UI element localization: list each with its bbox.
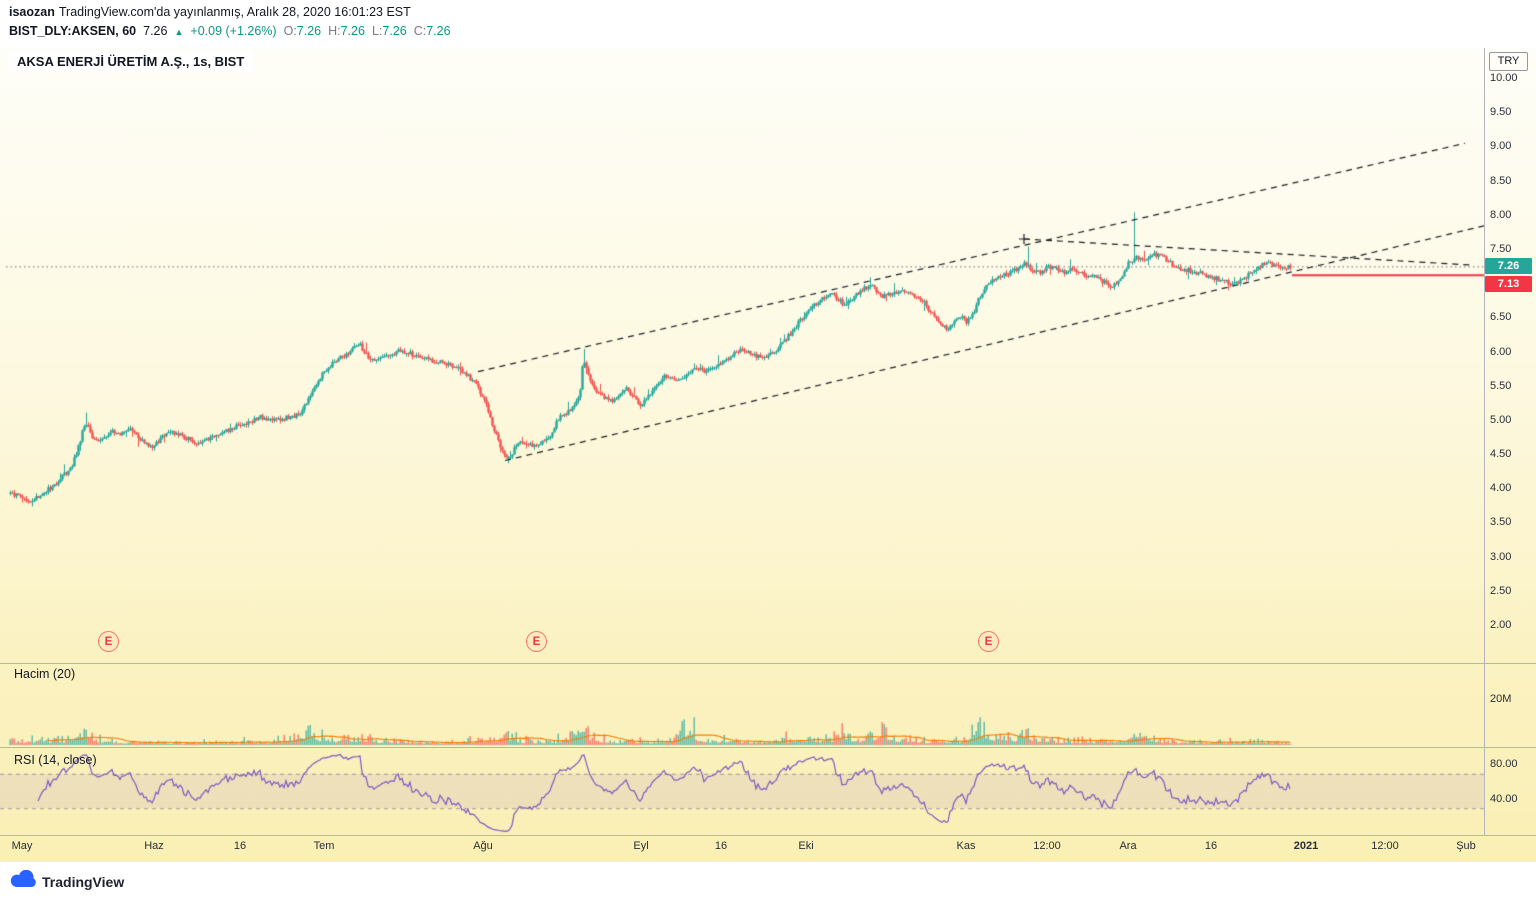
time-axis-label: 12:00 bbox=[1371, 840, 1399, 852]
rsi-axis-label: 40.00 bbox=[1490, 792, 1518, 805]
price-axis-label: 5.00 bbox=[1490, 413, 1512, 426]
pane-separator[interactable] bbox=[0, 747, 1536, 748]
time-axis-label: May bbox=[11, 840, 33, 852]
ohlc-close: C:7.26 bbox=[414, 24, 451, 38]
price-axis-label: 2.50 bbox=[1490, 584, 1512, 597]
ohlc-high: H:7.26 bbox=[328, 24, 365, 38]
ohlc-open: O:7.26 bbox=[284, 24, 322, 38]
author-name: isaozan bbox=[9, 5, 55, 19]
prev-close-axis-label: 7.13 bbox=[1485, 276, 1532, 292]
time-axis-border bbox=[0, 835, 1536, 836]
byline-text: TradingView.com'da yayınlanmış, Aralık 2… bbox=[58, 5, 411, 19]
price-axis-label: 9.00 bbox=[1490, 140, 1512, 153]
ohlc-low: L:7.26 bbox=[372, 24, 407, 38]
earnings-marker[interactable]: E bbox=[526, 631, 547, 652]
price-axis-label: 7.50 bbox=[1490, 242, 1512, 255]
time-axis-label: Eki bbox=[798, 840, 814, 852]
symbol-interval: BIST_DLY:AKSEN, 60 bbox=[9, 24, 137, 38]
high-value: 7.26 bbox=[340, 24, 365, 38]
price-axis-label: 4.00 bbox=[1490, 482, 1512, 495]
currency-toggle[interactable]: TRY bbox=[1489, 52, 1528, 71]
open-value: 7.26 bbox=[296, 24, 322, 38]
time-axis-label: Şub bbox=[1456, 840, 1476, 852]
price-axis-label: 9.50 bbox=[1490, 106, 1512, 119]
rsi-axis-label: 80.00 bbox=[1490, 758, 1518, 771]
time-axis-label: 2021 bbox=[1293, 840, 1319, 852]
price-change: +0.09 (+1.26%) bbox=[190, 24, 277, 38]
time-axis-label: 16 bbox=[233, 840, 247, 852]
volume-indicator-title[interactable]: Hacim (20) bbox=[14, 667, 76, 681]
price-axis-label: 4.50 bbox=[1490, 448, 1512, 461]
up-arrow-icon: ▲ bbox=[174, 27, 184, 37]
chart-legend-title[interactable]: AKSA ENERJİ ÜRETİM A.Ş., 1s, BIST bbox=[8, 51, 254, 72]
low-value: 7.26 bbox=[382, 24, 407, 38]
time-axis-label: 16 bbox=[714, 840, 728, 852]
price-axis-label: 3.50 bbox=[1490, 516, 1512, 529]
byline: isaozan TradingView.com'da yayınlanmış, A… bbox=[9, 5, 411, 19]
price-axis-border bbox=[1484, 48, 1485, 835]
quote-bar: BIST_DLY:AKSEN, 60 7.26 ▲ +0.09 (+1.26%)… bbox=[9, 24, 451, 38]
close-label: C: bbox=[413, 24, 427, 38]
price-axis-label: 2.00 bbox=[1490, 619, 1512, 631]
price-axis-label: 5.50 bbox=[1490, 379, 1512, 392]
high-label: H: bbox=[328, 24, 341, 38]
price-axis-label: 10.00 bbox=[1490, 72, 1518, 84]
open-label: O: bbox=[283, 24, 297, 38]
last-price-axis-label: 7.26 bbox=[1485, 258, 1532, 274]
price-axis-label: 6.00 bbox=[1490, 345, 1512, 358]
price-axis-label: 8.50 bbox=[1490, 174, 1512, 187]
brand-name: TradingView bbox=[42, 873, 125, 890]
close-value: 7.26 bbox=[426, 24, 451, 38]
price-chart-canvas[interactable] bbox=[0, 48, 1536, 835]
time-axis-label: Tem bbox=[313, 840, 335, 852]
time-axis-label: 12:00 bbox=[1033, 840, 1061, 852]
footer: TradingView bbox=[0, 862, 1536, 898]
rsi-indicator-title[interactable]: RSI (14, close) bbox=[14, 753, 97, 767]
time-axis-label: Ara bbox=[1119, 840, 1137, 852]
tradingview-logo-icon bbox=[10, 869, 36, 893]
earnings-marker[interactable]: E bbox=[978, 631, 999, 652]
earnings-marker[interactable]: E bbox=[98, 631, 119, 652]
time-axis-label: Kas bbox=[956, 840, 976, 852]
price-axis-label: 6.50 bbox=[1490, 311, 1512, 324]
time-axis-label: 16 bbox=[1204, 840, 1218, 852]
time-axis-label: Haz bbox=[144, 840, 164, 852]
volume-axis-label: 20M bbox=[1490, 693, 1512, 705]
time-axis-label: Eyl bbox=[633, 840, 649, 852]
time-axis-label: Ağu bbox=[473, 840, 493, 852]
low-label: L: bbox=[371, 24, 383, 38]
tradingview-brand[interactable]: TradingView bbox=[10, 869, 125, 893]
price-axis-label: 3.00 bbox=[1490, 550, 1512, 563]
pane-separator[interactable] bbox=[0, 663, 1536, 664]
price-axis-label: 8.00 bbox=[1490, 208, 1512, 221]
last-price: 7.26 bbox=[143, 24, 168, 38]
